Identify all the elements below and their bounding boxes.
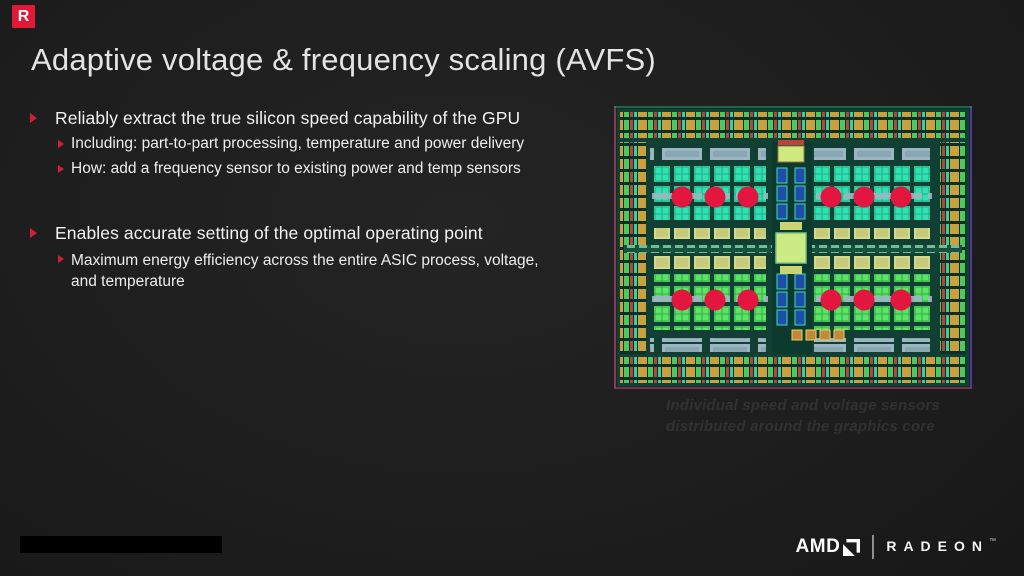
bullet-text: Enables accurate setting of the optimal … bbox=[55, 223, 483, 243]
bullet-list: Reliably extract the true silicon speed … bbox=[30, 108, 610, 299]
radeon-r-logo: R bbox=[12, 5, 35, 28]
sub-bullet-item: How: add a frequency sensor to existing … bbox=[30, 160, 610, 178]
die-image-caption: Individual speed and voltage sensors dis… bbox=[666, 397, 940, 435]
radeon-r-logo-letter: R bbox=[17, 7, 30, 25]
sub-bullet-text: How: add a frequency sensor to existing … bbox=[71, 160, 521, 177]
amd-logo: AMD bbox=[796, 536, 861, 558]
bullet-item: Enables accurate setting of the optimal … bbox=[30, 223, 610, 243]
radeon-logo-text: RADEON bbox=[886, 538, 989, 554]
sub-bullet-text: Maximum energy efficiency across the ent… bbox=[71, 252, 539, 290]
sub-bullet-text: Including: part-to-part processing, temp… bbox=[71, 135, 525, 152]
slide-title: Adaptive voltage & frequency scaling (AV… bbox=[31, 42, 656, 77]
die-center-block bbox=[775, 232, 807, 264]
die-bottom-io-strip bbox=[620, 357, 966, 383]
trademark-symbol: ™ bbox=[989, 538, 996, 545]
amd-logo-text: AMD bbox=[795, 536, 841, 557]
redacted-footer-bar bbox=[20, 536, 222, 553]
sub-bullet-item: Including: part-to-part processing, temp… bbox=[30, 135, 610, 153]
die-top-io-strip bbox=[620, 112, 966, 138]
sensor-dots bbox=[671, 186, 912, 311]
radeon-logo: RADEON™ bbox=[886, 538, 996, 556]
amd-arrow-icon bbox=[843, 538, 861, 556]
die-bottom-center-blocks bbox=[791, 329, 845, 341]
bullet-triangle-icon bbox=[58, 255, 64, 263]
die-center-blue-cells bbox=[776, 167, 806, 326]
bullet-triangle-icon bbox=[58, 140, 64, 148]
footer-logos: AMD RADEON™ bbox=[796, 533, 996, 561]
bullet-text: Reliably extract the true silicon speed … bbox=[55, 108, 521, 128]
sub-bullet-item: Maximum energy efficiency across the ent… bbox=[30, 250, 610, 292]
bullet-triangle-icon bbox=[58, 165, 64, 173]
gpu-die-shot-image bbox=[614, 106, 972, 389]
footer-divider bbox=[872, 535, 875, 559]
bullet-triangle-icon bbox=[30, 228, 37, 238]
bullet-triangle-icon bbox=[30, 113, 37, 123]
bullet-item: Reliably extract the true silicon speed … bbox=[30, 108, 610, 128]
